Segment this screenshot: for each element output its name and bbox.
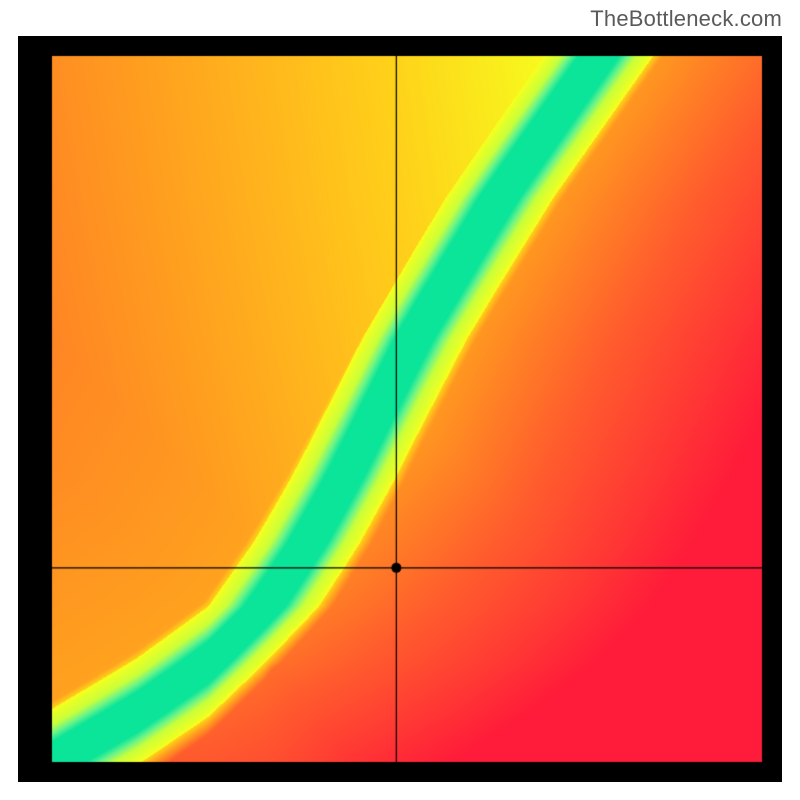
watermark-text: TheBottleneck.com — [590, 6, 782, 32]
heatmap-canvas — [18, 36, 782, 782]
heatmap-plot — [18, 36, 782, 782]
